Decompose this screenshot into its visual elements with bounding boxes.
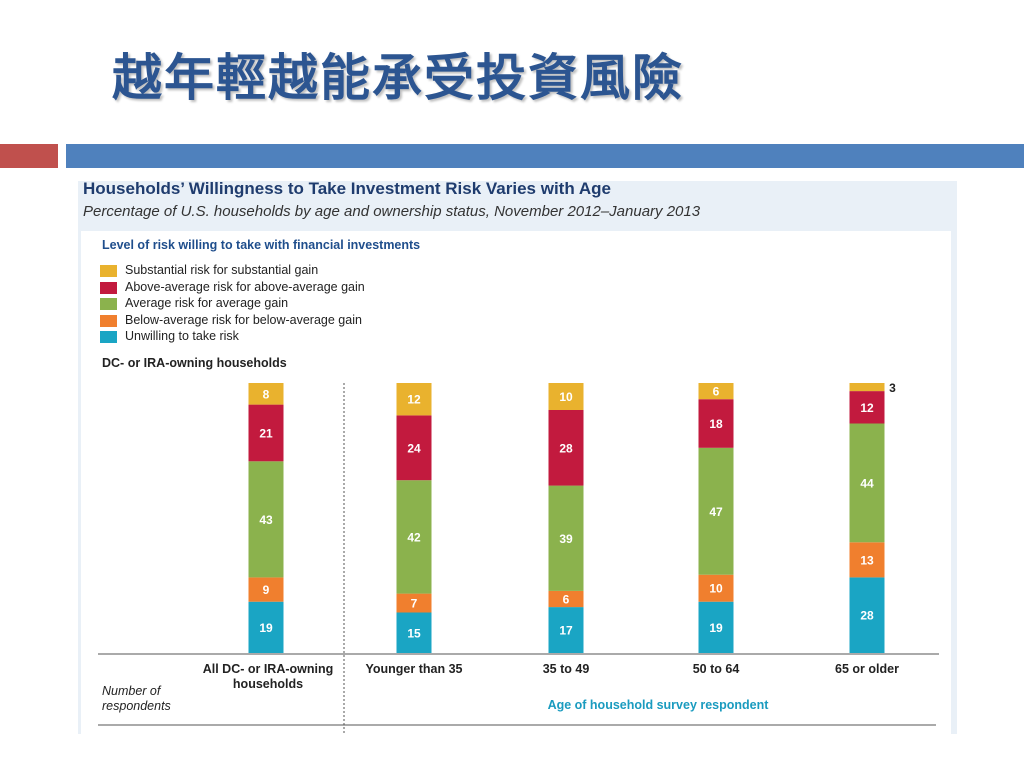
bar-segment xyxy=(548,410,584,486)
bar-segment xyxy=(849,383,885,392)
data-label: 12 xyxy=(860,401,874,415)
data-label: 10 xyxy=(709,582,723,596)
data-label: 7 xyxy=(411,597,418,611)
data-label: 17 xyxy=(559,624,573,638)
legend-label: Above-average risk for above-average gai… xyxy=(125,279,365,294)
data-label: 42 xyxy=(407,530,421,544)
legend-swatch xyxy=(100,298,117,310)
data-label: 6 xyxy=(563,593,570,607)
bar-segment xyxy=(396,612,432,653)
bar-segment xyxy=(698,399,734,448)
bar-segment xyxy=(396,415,432,481)
legend-label: Substantial risk for substantial gain xyxy=(125,263,319,277)
respondents-row-label: Number of respondents xyxy=(102,684,171,713)
data-label: 47 xyxy=(709,505,723,519)
stacked-bar-chart: 19 9 43 21 8 15 7 42 24 12 17 6 39 28 10 19 10 47 18 6 28 13 4… xyxy=(98,381,939,734)
data-label: 9 xyxy=(263,583,270,597)
bar-segment xyxy=(248,461,284,578)
bar-segment xyxy=(849,542,885,578)
bar-segment xyxy=(698,574,734,602)
data-label: 19 xyxy=(709,621,723,635)
figure-panel: Households’ Willingness to Take Investme… xyxy=(78,179,957,734)
group-label: Age of household survey respondent xyxy=(548,698,770,712)
legend-label: Unwilling to take risk xyxy=(125,329,239,343)
data-label: 10 xyxy=(559,390,573,404)
legend-swatch xyxy=(100,281,117,294)
category-label: Younger than 35 xyxy=(365,662,462,676)
category-label: 50 to 64 xyxy=(693,662,740,676)
category-label: 35 to 49 xyxy=(543,662,590,676)
data-label: 12 xyxy=(407,393,421,407)
legend-swatch xyxy=(100,331,117,343)
figure-title: Households’ Willingness to Take Investme… xyxy=(83,179,611,198)
bar-segment xyxy=(396,593,432,613)
bar-segment xyxy=(849,577,885,653)
category-label: All DC- or IRA-owning xyxy=(203,662,334,676)
category-label: 65 or older xyxy=(835,662,899,676)
chart-area: Level of risk willing to take with finan… xyxy=(81,231,951,734)
bar-segment xyxy=(849,423,885,543)
bar-segment xyxy=(849,391,885,424)
data-label: 6 xyxy=(713,385,720,399)
data-label: 19 xyxy=(259,621,273,635)
bar-segment xyxy=(548,607,584,653)
data-label: 18 xyxy=(709,417,723,431)
bar-segment xyxy=(248,383,284,405)
bar-segment xyxy=(248,601,284,653)
slide-title: 越年輕越能承受投資風險 xyxy=(112,49,684,107)
bar-segment xyxy=(698,383,734,400)
data-label: 43 xyxy=(259,513,273,527)
legend-swatch xyxy=(100,265,117,277)
bar-segment xyxy=(548,590,584,608)
bar-segment xyxy=(698,601,734,653)
bar-segment xyxy=(396,383,432,416)
bar-segment xyxy=(698,447,734,575)
data-label: 28 xyxy=(860,609,874,623)
data-label: 21 xyxy=(259,426,273,440)
category-label: households xyxy=(233,677,303,691)
data-label: 44 xyxy=(860,476,874,490)
data-label: 3 xyxy=(889,381,896,395)
data-label: 39 xyxy=(559,532,573,546)
bar-segment xyxy=(248,577,284,602)
data-label: 15 xyxy=(407,626,421,640)
data-label: 28 xyxy=(559,441,573,455)
data-label: 24 xyxy=(407,441,421,455)
accent-block xyxy=(0,144,58,168)
bar-segment xyxy=(396,480,432,594)
bar-segment xyxy=(248,404,284,462)
accent-bar xyxy=(66,144,1024,168)
bar-segment xyxy=(548,383,584,410)
legend-label: Below-average risk for below-average gai… xyxy=(125,312,362,327)
legend-heading: Level of risk willing to take with finan… xyxy=(102,238,421,252)
figure-subtitle: Percentage of U.S. households by age and… xyxy=(83,203,701,220)
legend-swatch xyxy=(100,314,117,327)
bar-segment xyxy=(548,485,584,591)
section-label: DC- or IRA-owning households xyxy=(102,356,287,370)
data-label: 13 xyxy=(860,553,874,567)
data-label: 8 xyxy=(263,387,270,401)
legend-label: Average risk for average gain xyxy=(125,296,289,310)
